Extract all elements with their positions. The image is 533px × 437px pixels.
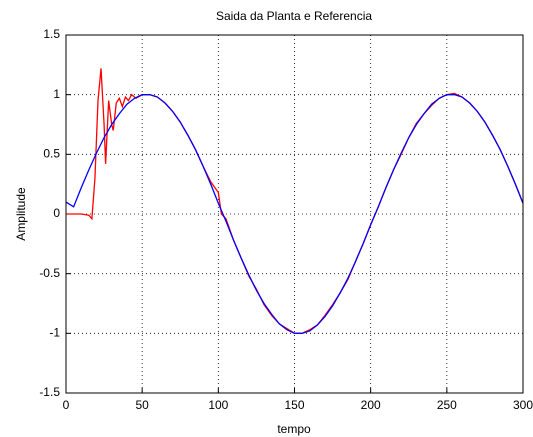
x-axis-label: tempo <box>277 422 311 436</box>
y-axis-label: Amplitude <box>14 187 28 241</box>
y-tick-label: -1 <box>49 326 60 340</box>
y-tick-label: 1 <box>53 87 60 101</box>
y-tick-label: -0.5 <box>39 266 60 280</box>
x-tick-label: 200 <box>361 398 381 412</box>
y-tick-label: 0 <box>53 206 60 220</box>
x-tick-label: 50 <box>135 398 149 412</box>
x-tick-label: 300 <box>513 398 533 412</box>
x-tick-label: 100 <box>208 398 228 412</box>
chart-title: Saida da Planta e Referencia <box>216 9 372 23</box>
y-tick-label: 1.5 <box>43 27 60 41</box>
x-tick-label: 250 <box>437 398 457 412</box>
series-line <box>65 94 524 334</box>
y-tick-label: -1.5 <box>39 385 60 399</box>
plot-frame <box>65 34 524 394</box>
x-tick-label: 150 <box>284 398 304 412</box>
x-tick-label: 0 <box>63 398 70 412</box>
y-tick-label: 0.5 <box>43 147 60 161</box>
